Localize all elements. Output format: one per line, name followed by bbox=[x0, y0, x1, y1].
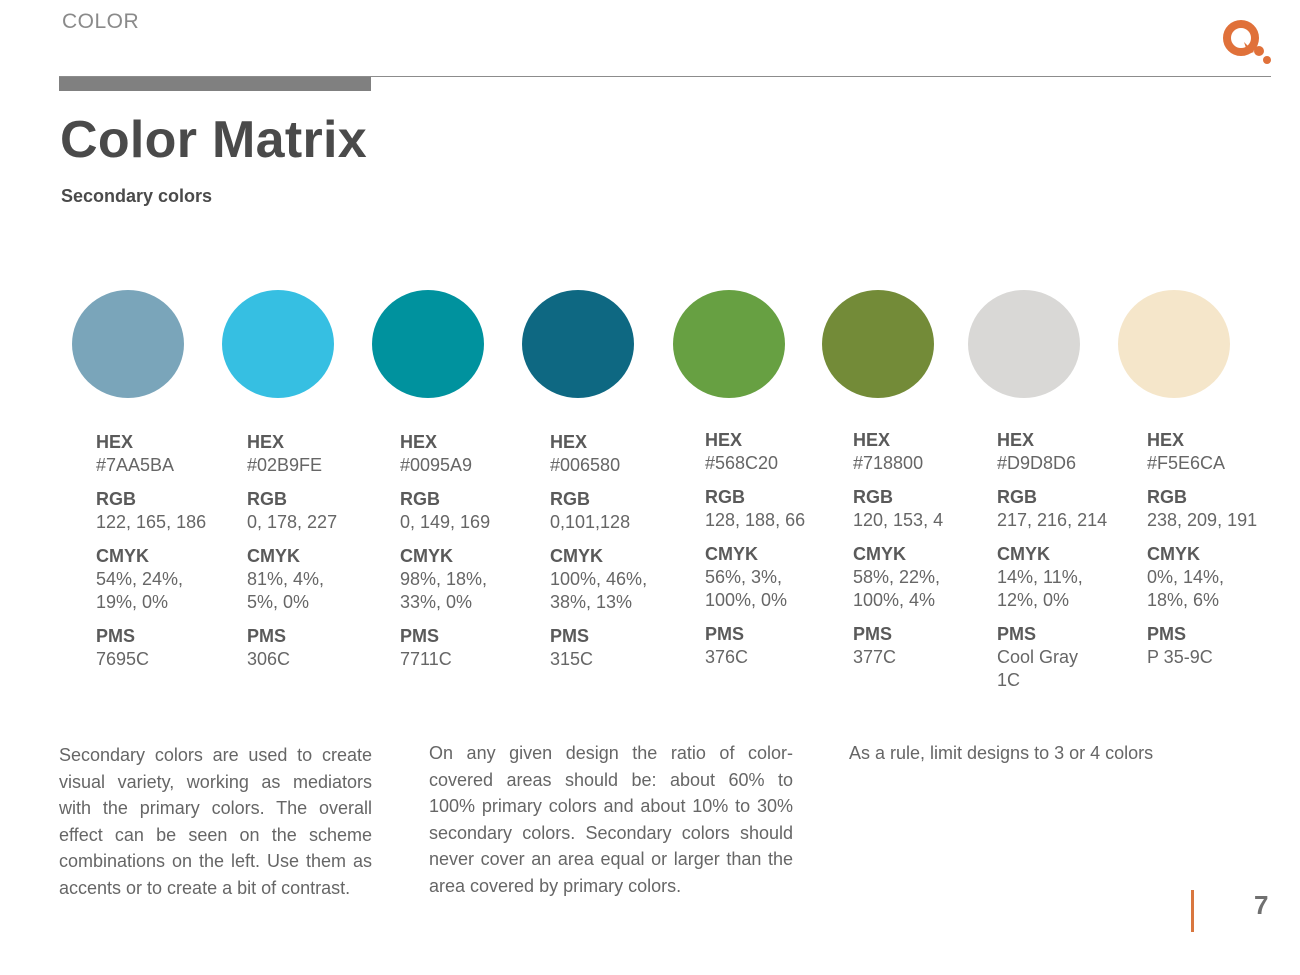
hex-value: #568C20 bbox=[705, 453, 779, 473]
cmyk-label: CMYK bbox=[705, 544, 758, 564]
pms-value: P 35-9C bbox=[1147, 647, 1213, 667]
color-spec-1: HEX #7AA5BA RGB 122, 165, 186 CMYK 54%, … bbox=[96, 431, 246, 671]
pms-label: PMS bbox=[997, 624, 1037, 644]
swatch-5 bbox=[673, 290, 785, 398]
brand-logo-icon bbox=[1223, 20, 1271, 64]
pms-value: 315C bbox=[550, 649, 594, 669]
cmyk-label: CMYK bbox=[247, 546, 300, 566]
pms-label: PMS bbox=[247, 626, 287, 646]
pms-value: 7711C bbox=[400, 649, 452, 669]
swatch-4 bbox=[522, 290, 634, 398]
pms-label: PMS bbox=[550, 626, 590, 646]
hex-label: HEX bbox=[997, 430, 1035, 450]
hex-value: #718800 bbox=[853, 453, 924, 473]
cmyk-label: CMYK bbox=[1147, 544, 1200, 564]
hex-label: HEX bbox=[96, 432, 134, 452]
color-spec-8: HEX #F5E6CA RGB 238, 209, 191 CMYK 0%, 1… bbox=[1147, 429, 1297, 669]
rgb-value: 0, 149, 169 bbox=[400, 512, 491, 532]
hex-value: #02B9FE bbox=[247, 455, 323, 475]
cmyk-value: 0%, 14%, 18%, 6% bbox=[1147, 567, 1225, 610]
color-spec-2: HEX #02B9FE RGB 0, 178, 227 CMYK 81%, 4%… bbox=[247, 431, 397, 671]
color-spec-4: HEX #006580 RGB 0,101,128 CMYK 100%, 46%… bbox=[550, 431, 700, 671]
swatch-6 bbox=[822, 290, 934, 398]
rgb-value: 122, 165, 186 bbox=[96, 512, 207, 532]
body-paragraph-2: On any given design the ratio of color-c… bbox=[429, 743, 793, 896]
color-spec-7: HEX #D9D8D6 RGB 217, 216, 214 CMYK 14%, … bbox=[997, 429, 1147, 692]
header-divider bbox=[59, 76, 1271, 77]
cmyk-value: 98%, 18%, 33%, 0% bbox=[400, 569, 488, 612]
pms-label: PMS bbox=[853, 624, 893, 644]
swatch-7 bbox=[968, 290, 1080, 398]
hex-value: #7AA5BA bbox=[96, 455, 175, 475]
hex-value: #0095A9 bbox=[400, 455, 473, 475]
rgb-value: 217, 216, 214 bbox=[997, 510, 1108, 530]
pms-label: PMS bbox=[400, 626, 440, 646]
rgb-value: 128, 188, 66 bbox=[705, 510, 806, 530]
hex-label: HEX bbox=[247, 432, 285, 452]
cmyk-label: CMYK bbox=[853, 544, 906, 564]
swatch-8 bbox=[1118, 290, 1230, 398]
body-paragraph-3: As a rule, limit designs to 3 or 4 color… bbox=[849, 743, 1154, 763]
rgb-label: RGB bbox=[1147, 487, 1187, 507]
cmyk-value: 56%, 3%, 100%, 0% bbox=[705, 567, 788, 610]
rgb-value: 238, 209, 191 bbox=[1147, 510, 1258, 530]
hex-label: HEX bbox=[705, 430, 743, 450]
pms-label: PMS bbox=[705, 624, 745, 644]
rgb-label: RGB bbox=[853, 487, 893, 507]
pms-value: 306C bbox=[247, 649, 291, 669]
hex-value: #D9D8D6 bbox=[997, 453, 1077, 473]
page-number-accent bbox=[1191, 890, 1194, 932]
rgb-label: RGB bbox=[705, 487, 745, 507]
cmyk-label: CMYK bbox=[997, 544, 1050, 564]
cmyk-value: 100%, 46%, 38%, 13% bbox=[550, 569, 648, 612]
pms-label: PMS bbox=[1147, 624, 1187, 644]
color-spec-3: HEX #0095A9 RGB 0, 149, 169 CMYK 98%, 18… bbox=[400, 431, 550, 671]
cmyk-value: 81%, 4%, 5%, 0% bbox=[247, 569, 325, 612]
hex-label: HEX bbox=[853, 430, 891, 450]
cmyk-label: CMYK bbox=[400, 546, 453, 566]
color-spec-6: HEX #718800 RGB 120, 153, 4 CMYK 58%, 22… bbox=[853, 429, 1003, 669]
rgb-label: RGB bbox=[400, 489, 440, 509]
pms-value: Cool Gray 1C bbox=[997, 647, 1079, 690]
pms-label: PMS bbox=[96, 626, 136, 646]
swatch-1 bbox=[72, 290, 184, 398]
page-subtitle: Secondary colors bbox=[61, 186, 213, 206]
hex-value: #F5E6CA bbox=[1147, 453, 1226, 473]
rgb-label: RGB bbox=[550, 489, 590, 509]
hex-label: HEX bbox=[550, 432, 588, 452]
pms-value: 377C bbox=[853, 647, 897, 667]
rgb-value: 0, 178, 227 bbox=[247, 512, 338, 532]
cmyk-value: 58%, 22%, 100%, 4% bbox=[853, 567, 941, 610]
pms-value: 376C bbox=[705, 647, 749, 667]
rgb-label: RGB bbox=[96, 489, 136, 509]
hex-label: HEX bbox=[1147, 430, 1185, 450]
swatch-3 bbox=[372, 290, 484, 398]
color-spec-5: HEX #568C20 RGB 128, 188, 66 CMYK 56%, 3… bbox=[705, 429, 855, 669]
cmyk-value: 54%, 24%, 19%, 0% bbox=[96, 569, 184, 612]
page-title: Color Matrix bbox=[60, 111, 367, 169]
rgb-label: RGB bbox=[997, 487, 1037, 507]
swatch-2 bbox=[222, 290, 334, 398]
hex-label: HEX bbox=[400, 432, 438, 452]
page-number: 7 bbox=[1254, 890, 1269, 920]
rgb-label: RGB bbox=[247, 489, 287, 509]
body-paragraph-1: Secondary colors are used to create visu… bbox=[59, 745, 372, 898]
cmyk-value: 14%, 11%, 12%, 0% bbox=[997, 567, 1083, 610]
hex-value: #006580 bbox=[550, 455, 621, 475]
cmyk-label: CMYK bbox=[550, 546, 603, 566]
rgb-value: 120, 153, 4 bbox=[853, 510, 944, 530]
pms-value: 7695C bbox=[96, 649, 150, 669]
header-accent-bar bbox=[59, 77, 371, 91]
cmyk-label: CMYK bbox=[96, 546, 149, 566]
rgb-value: 0,101,128 bbox=[550, 512, 631, 532]
section-label: COLOR bbox=[62, 10, 140, 33]
